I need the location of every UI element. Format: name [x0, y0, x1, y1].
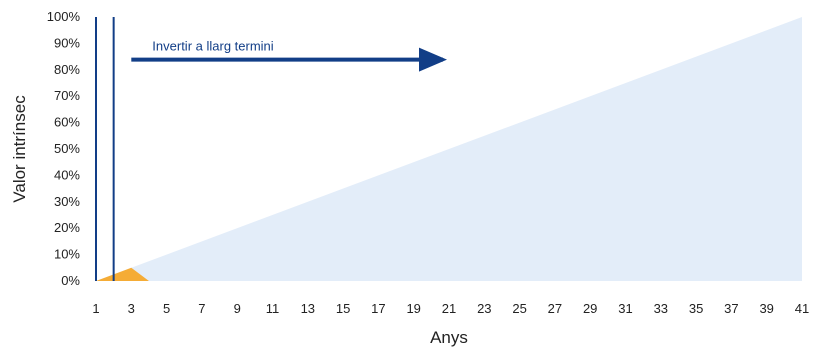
y-tick-label: 100% [47, 9, 81, 24]
x-tick-label: 3 [128, 301, 135, 316]
x-tick-label: 17 [371, 301, 385, 316]
x-tick-label: 13 [301, 301, 315, 316]
y-tick-label: 0% [61, 273, 80, 288]
x-tick-label: 15 [336, 301, 350, 316]
x-tick-label: 23 [477, 301, 491, 316]
x-tick-label: 33 [654, 301, 668, 316]
x-tick-label: 25 [512, 301, 526, 316]
annotation: Invertir a llarg termini [131, 39, 447, 72]
y-tick-label: 30% [54, 194, 80, 209]
y-tick-label: 10% [54, 247, 80, 262]
vertical-lines [95, 17, 115, 281]
x-tick-label: 35 [689, 301, 703, 316]
y-tick-label: 50% [54, 141, 80, 156]
y-tick-label: 70% [54, 88, 80, 103]
x-axis-title: Anys [430, 328, 468, 347]
x-tick-label: 27 [548, 301, 562, 316]
annotation-label: Invertir a llarg termini [152, 39, 273, 54]
x-axis-ticks: 1 3 5 7 9 11 13 15 17 19 21 23 25 27 29 31 33 35 37 39 41 [92, 301, 809, 316]
y-tick-label: 80% [54, 62, 80, 77]
y-axis-title: Valor intrínsec [10, 95, 29, 203]
x-tick-label: 31 [618, 301, 632, 316]
x-tick-label: 5 [163, 301, 170, 316]
x-tick-label: 7 [198, 301, 205, 316]
x-tick-label: 41 [795, 301, 809, 316]
y-tick-label: 20% [54, 220, 80, 235]
y-tick-label: 60% [54, 115, 80, 130]
x-tick-label: 19 [406, 301, 420, 316]
x-tick-label: 29 [583, 301, 597, 316]
x-tick-label: 11 [266, 301, 280, 316]
x-tick-label: 21 [442, 301, 456, 316]
x-tick-label: 1 [92, 301, 99, 316]
x-tick-label: 37 [724, 301, 738, 316]
series-area-0 [96, 17, 802, 281]
y-axis-ticks: 0% 10% 20% 30% 40% 50% 60% 70% 80% 90% 100% [47, 9, 81, 288]
y-tick-label: 40% [54, 167, 80, 182]
y-tick-label: 90% [54, 35, 80, 50]
series-layer [96, 17, 802, 281]
x-tick-label: 9 [234, 301, 241, 316]
series-area-1 [96, 267, 149, 281]
x-tick-label: 39 [759, 301, 773, 316]
